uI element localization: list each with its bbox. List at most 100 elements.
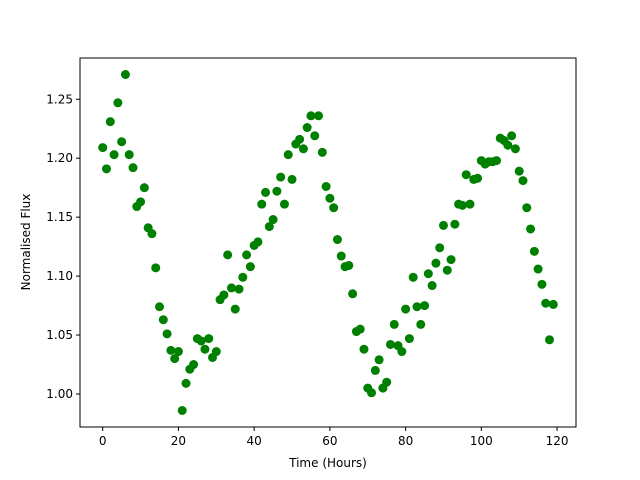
x-tick-label: 0 [99, 434, 107, 448]
point [401, 304, 411, 314]
point [151, 263, 161, 273]
point [348, 289, 358, 299]
point [196, 336, 206, 346]
point [325, 193, 335, 203]
point [147, 229, 157, 239]
point [544, 335, 554, 345]
point [423, 269, 433, 279]
point [533, 264, 543, 274]
point [412, 302, 422, 312]
point [279, 199, 289, 209]
point [298, 144, 308, 154]
point [397, 347, 407, 357]
point [189, 360, 199, 370]
y-tick-label: 1.15 [46, 210, 73, 224]
point [98, 143, 108, 153]
point [268, 215, 278, 225]
point [446, 255, 456, 265]
point [128, 163, 138, 173]
point [526, 224, 536, 234]
point [302, 123, 312, 133]
point [404, 334, 414, 344]
point [465, 199, 475, 209]
point [158, 315, 168, 325]
y-tick-label: 1.05 [46, 328, 73, 342]
point [113, 98, 123, 108]
point [435, 243, 445, 253]
point [166, 345, 176, 355]
point [329, 203, 339, 213]
point [317, 147, 327, 157]
point [344, 260, 354, 270]
point [336, 251, 346, 261]
point [283, 150, 293, 160]
point [321, 182, 331, 192]
point [457, 200, 467, 210]
point [510, 144, 520, 154]
point [408, 272, 418, 282]
point [230, 304, 240, 314]
x-axis-label: Time (Hours) [288, 456, 367, 470]
point [438, 220, 448, 230]
point [310, 131, 320, 141]
point [204, 334, 214, 344]
axes-frame [79, 57, 577, 428]
point [177, 405, 187, 415]
point [450, 219, 460, 229]
point [242, 250, 252, 260]
point [367, 388, 377, 398]
point [234, 284, 244, 294]
point [507, 131, 517, 141]
point [117, 137, 127, 147]
point [109, 150, 119, 160]
point [314, 111, 324, 121]
point [518, 176, 528, 186]
point [491, 156, 501, 166]
point [120, 70, 130, 80]
point [541, 298, 551, 308]
point [124, 150, 134, 160]
point [529, 246, 539, 256]
point [173, 347, 183, 357]
point [370, 365, 380, 375]
point [548, 299, 558, 309]
point [226, 283, 236, 293]
point [295, 134, 305, 144]
point [427, 281, 437, 291]
point [105, 117, 115, 127]
point [257, 199, 267, 209]
x-tick-label: 20 [171, 434, 186, 448]
y-axis-label: Normalised Flux [19, 194, 33, 291]
point [385, 339, 395, 349]
x-tick-label: 60 [322, 434, 337, 448]
point [200, 344, 210, 354]
point [223, 250, 233, 260]
y-tick-label: 1.10 [46, 269, 73, 283]
point [139, 183, 149, 193]
point [503, 140, 513, 150]
point [211, 347, 221, 357]
x-tick-label: 120 [546, 434, 569, 448]
point [461, 170, 471, 180]
point [155, 302, 165, 312]
point [537, 279, 547, 289]
point [332, 235, 342, 245]
point [261, 187, 271, 197]
point [245, 262, 255, 272]
point [389, 319, 399, 329]
point [170, 354, 180, 364]
point [522, 203, 532, 213]
point [382, 377, 392, 387]
x-tick-label: 80 [398, 434, 413, 448]
point [473, 173, 483, 183]
point [416, 319, 426, 329]
point [359, 344, 369, 354]
y-tick-label: 1.20 [46, 151, 73, 165]
point [219, 290, 229, 300]
y-tick-label: 1.25 [46, 92, 73, 106]
point [442, 265, 452, 275]
point [374, 355, 384, 365]
point [102, 164, 112, 174]
point [136, 197, 146, 207]
